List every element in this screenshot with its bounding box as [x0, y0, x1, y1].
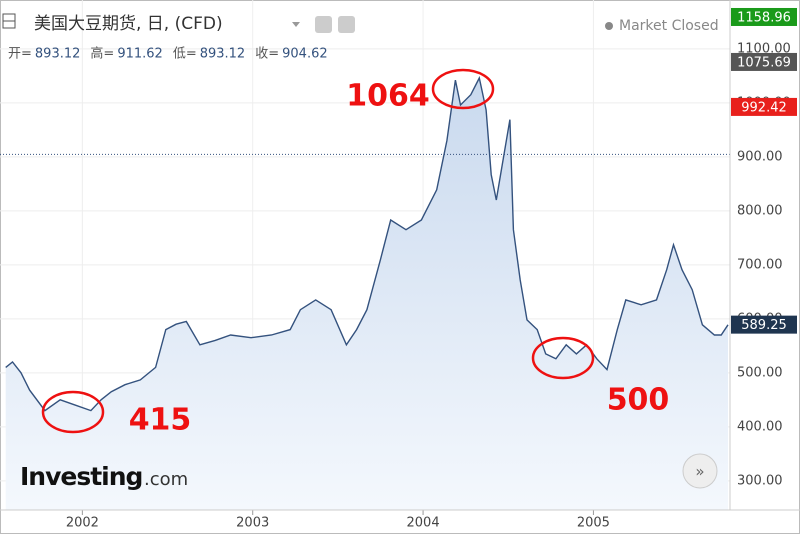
price-tag-label: 1158.96: [737, 10, 791, 25]
annotation-circle: [531, 336, 595, 380]
annotation-circle: [431, 68, 495, 110]
price-line: [5, 75, 729, 412]
y-tick-label: 900.00: [737, 149, 783, 164]
ohlc-label: 高=: [90, 46, 114, 62]
y-tick-label: 300.00: [737, 473, 783, 488]
y-tick-label: 1100.00: [737, 41, 791, 56]
annotation-circle: [41, 390, 105, 434]
annotation: 1064: [346, 79, 430, 114]
price-tag-label: 589.25: [741, 318, 787, 333]
ohlc-value: 893.12: [200, 47, 246, 62]
price-tag-label: 992.42: [741, 100, 787, 115]
ohlc-label: 收=: [255, 47, 279, 62]
y-tick-label: 800.00: [737, 203, 783, 218]
dropdown[interactable]: [292, 22, 300, 27]
y-tick-label: 400.00: [737, 419, 783, 434]
settings-icon[interactable]: [315, 16, 332, 33]
logo: .com: [144, 469, 188, 490]
ohlc-label: 开=: [8, 47, 32, 62]
annotation: 500: [607, 383, 670, 418]
chart-title: 美国大豆期货, 日, (CFD): [34, 14, 223, 34]
x-tick-label: 2002: [66, 516, 99, 531]
close-icon[interactable]: [338, 16, 355, 33]
scroll-icon[interactable]: »: [695, 463, 704, 481]
logo: Investing: [20, 462, 142, 491]
x-tick-label: 2005: [577, 516, 610, 531]
annotation: 415: [129, 403, 192, 438]
area: [5, 78, 728, 510]
x-tick-label: 2004: [407, 516, 440, 531]
status-dot: [605, 22, 613, 30]
price-tag: [731, 97, 797, 116]
price-tag: [731, 7, 797, 26]
y-tick-label: 700.00: [737, 257, 783, 272]
ohlc-label: 低=: [173, 47, 197, 62]
price-tag: [731, 52, 797, 71]
y-tick-label: 500.00: [737, 365, 783, 380]
ohlc-value: 911.62: [117, 47, 163, 62]
price-tag: [731, 315, 797, 334]
ohlc-value: 904.62: [282, 47, 328, 62]
market-status: Market Closed: [619, 18, 719, 34]
x-tick-label: 2003: [236, 516, 269, 531]
ohlc-value: 893.12: [35, 47, 81, 62]
scroll-button[interactable]: [682, 453, 718, 489]
price-tag-label: 1075.69: [737, 55, 791, 70]
